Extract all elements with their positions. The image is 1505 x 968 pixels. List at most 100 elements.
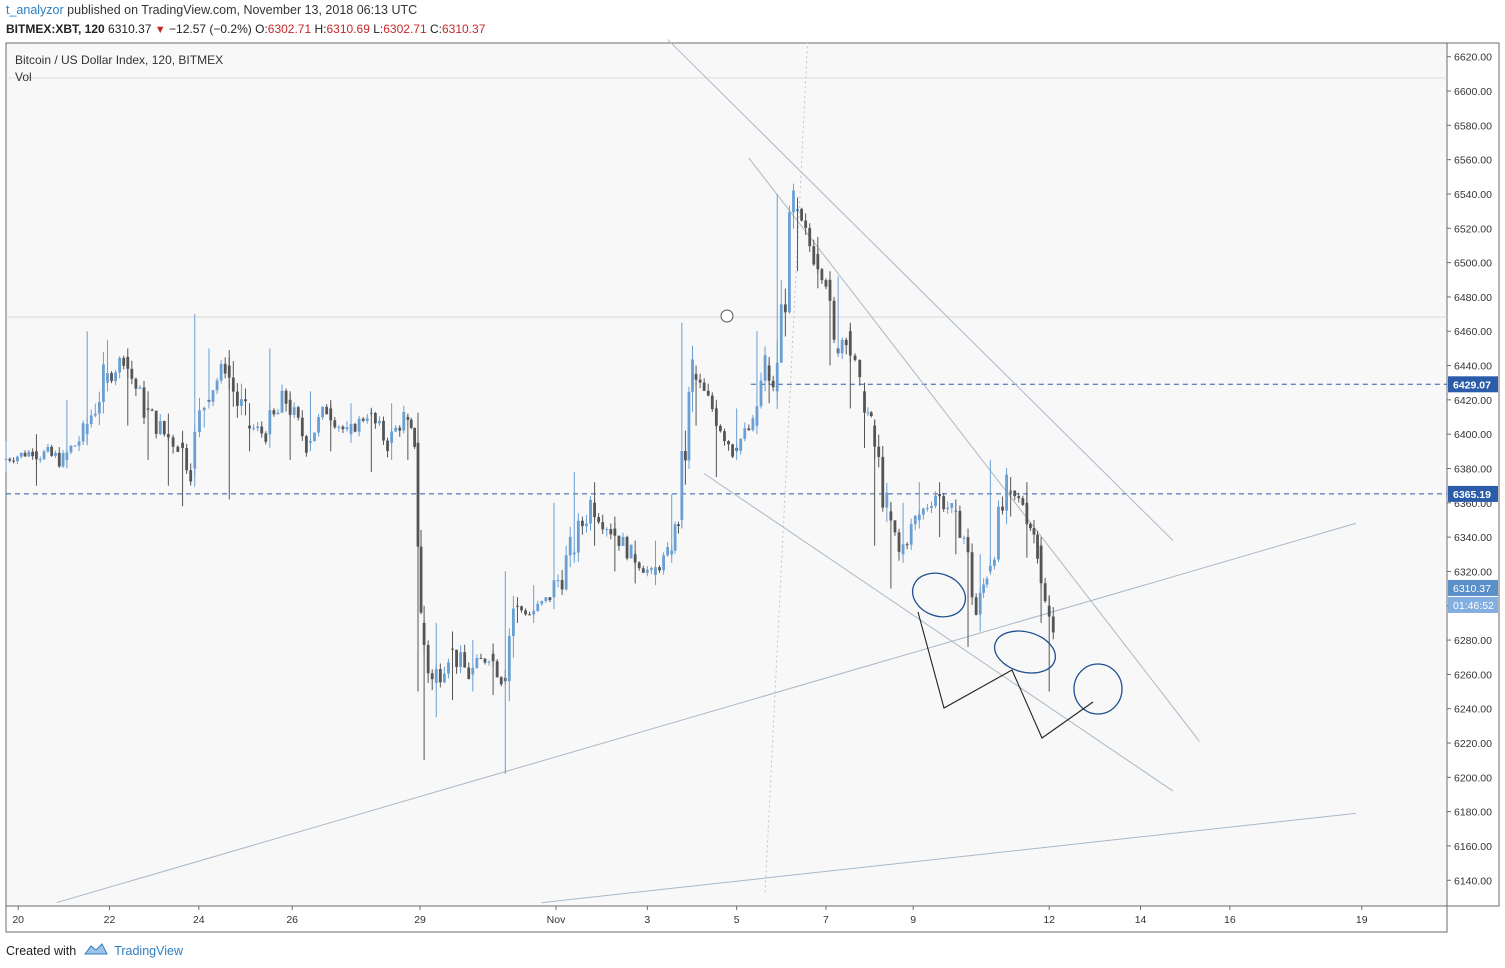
candle-body — [637, 562, 641, 569]
candle-body — [373, 412, 377, 424]
candle-body — [719, 425, 722, 432]
annotation-circle-2[interactable] — [990, 625, 1060, 680]
candle-body — [219, 363, 223, 381]
created-with-label: Created with — [6, 943, 77, 958]
candle-body — [751, 418, 755, 431]
candle — [373, 411, 377, 429]
candle — [313, 432, 316, 442]
candle — [548, 597, 552, 603]
y-tick-label: 6340.00 — [1454, 532, 1492, 544]
candle-body — [455, 649, 458, 667]
candle — [110, 371, 113, 384]
time-axis[interactable] — [5, 905, 1448, 933]
candle — [202, 406, 206, 428]
candle-body — [357, 418, 361, 432]
candle — [759, 372, 763, 409]
trendline — [667, 39, 1174, 541]
candle — [81, 420, 85, 446]
candle — [673, 521, 677, 554]
candle-body — [256, 426, 260, 429]
candle — [997, 500, 1000, 563]
candle-body — [475, 658, 479, 668]
candle-body — [499, 677, 503, 685]
y-tick-label: 6280.00 — [1454, 635, 1492, 647]
candle — [771, 375, 775, 392]
candle-body — [202, 407, 206, 411]
candle — [27, 449, 31, 457]
candle — [511, 596, 515, 658]
candle — [77, 435, 81, 451]
candle — [185, 443, 189, 475]
candle-body — [840, 339, 844, 354]
candle-body — [556, 580, 560, 582]
candle-body — [621, 536, 625, 546]
annotation-zigzag[interactable] — [917, 611, 1094, 739]
candle-body — [771, 380, 775, 388]
candle — [881, 445, 885, 512]
candle-body — [27, 451, 31, 457]
candle-body — [909, 524, 913, 545]
candle — [284, 388, 288, 412]
candle-body — [812, 246, 816, 265]
candle-body — [114, 372, 117, 381]
candle-body — [8, 458, 12, 461]
candle-body — [702, 382, 706, 391]
crosshair-marker[interactable] — [720, 309, 734, 323]
countdown-tag — [1448, 596, 1498, 613]
candle-body — [804, 220, 808, 228]
candle — [361, 417, 365, 423]
annotation-circle-1[interactable] — [906, 566, 971, 624]
candle-body — [962, 537, 966, 539]
candle — [487, 660, 491, 666]
candle-body — [46, 446, 50, 452]
candle-body — [176, 446, 180, 452]
tradingview-brand-link[interactable]: TradingView — [114, 943, 183, 958]
plot-area[interactable] — [5, 42, 1448, 907]
candle-body — [921, 508, 925, 515]
trendline — [748, 157, 1200, 742]
candle — [974, 593, 978, 616]
author-link[interactable]: t_analyzor — [6, 3, 64, 17]
candle-body — [1036, 534, 1039, 559]
candle — [1021, 495, 1025, 506]
candle-body — [687, 391, 691, 461]
candle-body — [820, 269, 824, 281]
candle — [42, 449, 46, 461]
candle-body — [426, 644, 430, 674]
candle — [1001, 496, 1004, 515]
candle-body — [747, 428, 751, 431]
candle-body — [779, 304, 783, 363]
candle — [459, 645, 463, 674]
close-label: C: — [429, 22, 442, 36]
candle-body — [930, 505, 933, 508]
candle-body — [645, 569, 649, 573]
candle-body — [244, 399, 247, 402]
candle — [292, 402, 296, 419]
y-tick-label: 6440.00 — [1454, 361, 1492, 373]
candle-body — [154, 410, 158, 434]
candle-body — [897, 532, 901, 552]
candle — [46, 444, 50, 453]
candle-body — [763, 355, 767, 381]
x-tick-label: 14 — [1135, 914, 1147, 926]
chart-title: Bitcoin / US Dollar Index, 120, BITMEX — [15, 53, 223, 67]
annotation-circle-3[interactable] — [1073, 663, 1123, 715]
candle — [751, 414, 755, 432]
candle — [252, 424, 256, 431]
candle — [240, 383, 243, 416]
price-axis[interactable] — [1446, 42, 1500, 907]
candle-body — [662, 555, 665, 571]
candle — [727, 440, 730, 451]
candle — [930, 501, 933, 514]
candle-body — [858, 360, 862, 378]
candle — [625, 535, 629, 561]
candle — [426, 640, 430, 683]
x-tick-label: 24 — [193, 914, 205, 926]
last-price-text: 6310.37 — [108, 22, 152, 36]
candle — [264, 431, 268, 445]
candle-body — [138, 387, 142, 389]
candle — [666, 542, 670, 557]
y-tick-label: 6180.00 — [1454, 807, 1492, 819]
candle — [866, 407, 870, 416]
